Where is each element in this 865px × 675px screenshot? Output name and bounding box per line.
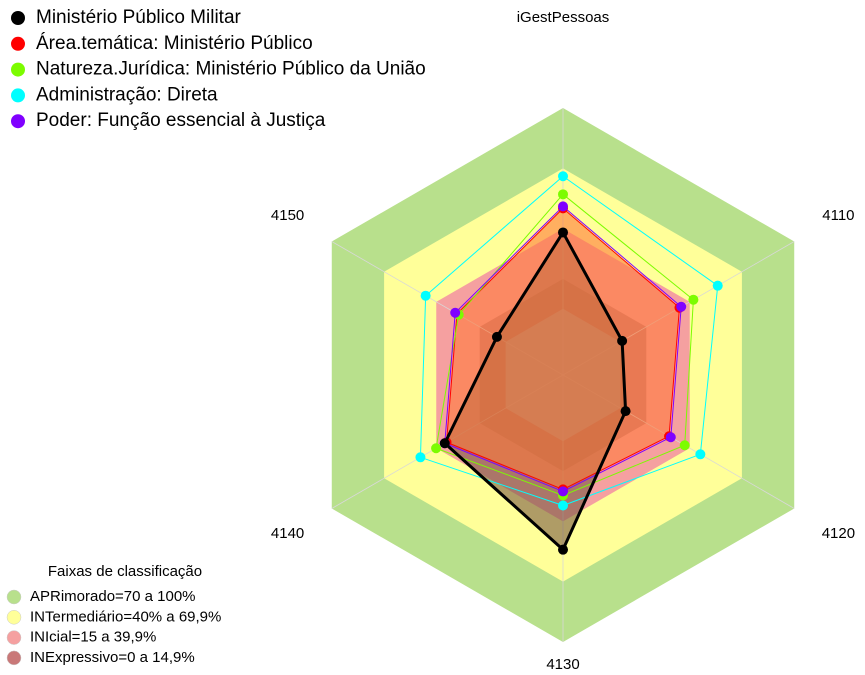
- band-legend-label: INTermediário=40% a 69,9%: [30, 608, 221, 625]
- band-legend-marker: [6, 630, 22, 645]
- legend-marker: [11, 114, 25, 129]
- legend-label: Poder: Função essencial à Justiça: [36, 110, 326, 131]
- series-marker: [695, 449, 706, 460]
- series-marker: [558, 227, 568, 238]
- category-label: 4140: [271, 525, 304, 542]
- band-legend-label: INExpressivo=0 a 14,9%: [30, 649, 195, 666]
- series-marker: [450, 307, 461, 318]
- series-marker: [617, 335, 628, 346]
- category-label: iGestPessoas: [517, 9, 610, 26]
- series-marker: [679, 440, 690, 451]
- band-legend-marker: [6, 610, 22, 625]
- legend-label: Administração: Direta: [36, 84, 218, 105]
- band-legend-marker: [6, 589, 22, 605]
- series-marker: [439, 438, 450, 449]
- legend-label: Natureza.Jurídica: Ministério Público da…: [36, 59, 426, 80]
- series-marker: [558, 201, 568, 212]
- series-marker: [415, 452, 426, 463]
- series-marker: [712, 280, 723, 291]
- series-marker: [665, 432, 676, 443]
- series-marker: [558, 189, 568, 200]
- category-label: 4130: [546, 656, 579, 673]
- band-legend-marker: [6, 650, 22, 666]
- series-marker: [491, 331, 502, 342]
- series-marker: [420, 290, 431, 301]
- band-legend-title: Faixas de classificação: [48, 563, 202, 580]
- series-marker: [688, 294, 699, 305]
- legend-label: Ministério Público Militar: [36, 7, 242, 28]
- legend-marker: [11, 36, 25, 51]
- legend-marker: [11, 62, 25, 77]
- legend-marker: [11, 88, 25, 103]
- series-marker: [620, 406, 631, 417]
- band-legend-label: INIcial=15 a 39,9%: [30, 629, 156, 646]
- category-label: 4150: [271, 207, 304, 224]
- series-marker: [558, 171, 568, 182]
- category-label: 4110: [822, 207, 854, 224]
- series-marker: [558, 544, 568, 555]
- band-legend-label: APRimorado=70 a 100%: [30, 588, 196, 605]
- category-label: 4120: [822, 525, 855, 542]
- legend-label: Área.temática: Ministério Público: [36, 33, 313, 54]
- legend-marker: [11, 11, 25, 25]
- series-marker: [431, 443, 442, 454]
- series-marker: [558, 500, 568, 511]
- series-marker: [558, 486, 568, 497]
- series-marker: [676, 301, 687, 312]
